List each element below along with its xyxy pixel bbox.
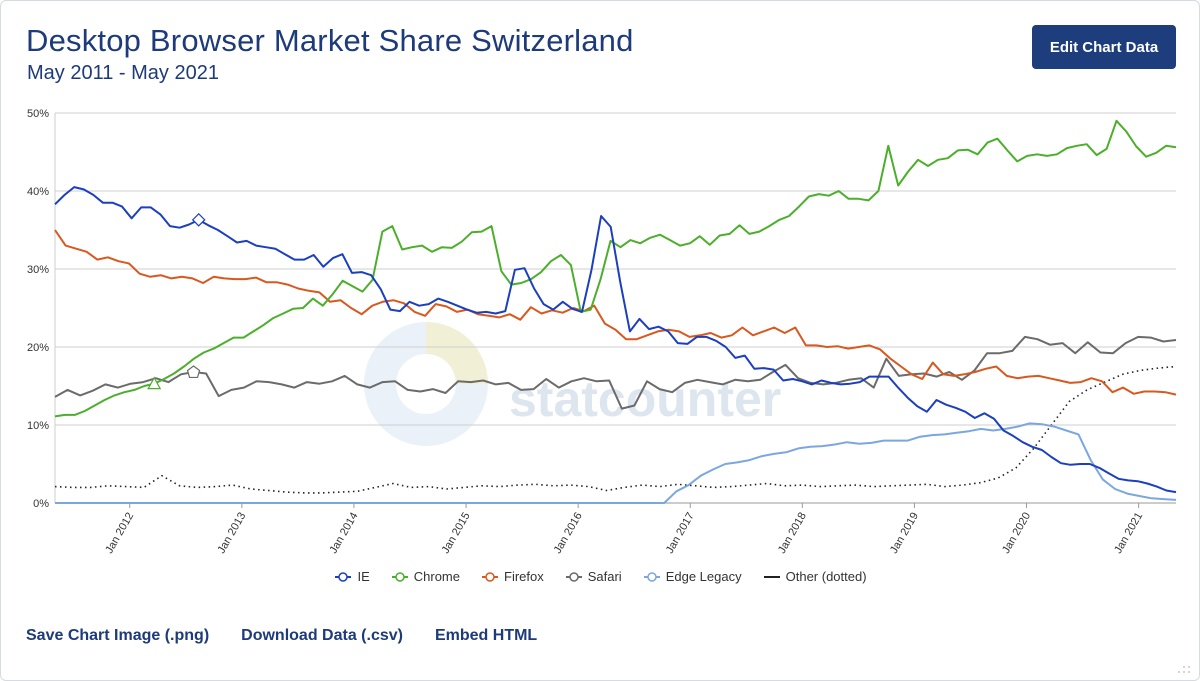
x-tick-label: Jan 2015 bbox=[440, 511, 473, 556]
line-chart: statcounter 0%10%20%30%40%50% Jan 2012 Ja… bbox=[27, 108, 1177, 556]
series-line-ie[interactable] bbox=[54, 186, 1177, 494]
y-tick-label: 40% bbox=[27, 186, 49, 198]
series-line-chrome[interactable] bbox=[54, 119, 1177, 418]
legend: IE Chrome Firefox Safari Edge Legacy Other (d… bbox=[1, 569, 1200, 584]
legend-item-firefox[interactable]: Firefox bbox=[482, 569, 544, 584]
resize-grip-icon bbox=[1178, 666, 1190, 673]
series-line-other-dotted[interactable] bbox=[54, 365, 1177, 494]
x-tick-label: Jan 2019 bbox=[888, 511, 921, 556]
grid bbox=[54, 112, 1176, 504]
legend-item-safari[interactable]: Safari bbox=[565, 569, 622, 584]
legend-item-edge-legacy[interactable]: Edge Legacy bbox=[643, 569, 742, 584]
legend-label: Edge Legacy bbox=[665, 569, 742, 584]
markers bbox=[147, 213, 206, 390]
series-marker-safari[interactable] bbox=[186, 365, 201, 379]
chart-subtitle: May 2011 - May 2021 bbox=[27, 62, 219, 84]
series-marker-chrome[interactable] bbox=[147, 376, 162, 390]
legend-item-other-dotted[interactable]: Other (dotted) bbox=[763, 569, 867, 584]
legend-marker-icon bbox=[763, 575, 780, 578]
y-tick-label: 10% bbox=[27, 420, 49, 432]
edit-chart-data-button[interactable]: Edit Chart Data bbox=[1032, 25, 1176, 69]
legend-label: Other (dotted) bbox=[785, 569, 867, 584]
legend-marker-icon bbox=[335, 571, 352, 582]
download-data-link[interactable]: Download Data (.csv) bbox=[241, 627, 403, 644]
legend-marker-icon bbox=[391, 571, 408, 582]
x-tick-label: Jan 2020 bbox=[1000, 511, 1033, 556]
embed-html-link[interactable]: Embed HTML bbox=[434, 627, 538, 644]
series-line-edge-legacy[interactable] bbox=[55, 422, 1177, 504]
x-tick-label: Jan 2017 bbox=[664, 511, 697, 556]
legend-item-ie[interactable]: IE bbox=[335, 569, 370, 584]
legend-label: Safari bbox=[587, 569, 622, 584]
y-tick-label: 0% bbox=[33, 498, 49, 510]
series-line-safari[interactable] bbox=[54, 335, 1177, 410]
x-tick-label: Jan 2014 bbox=[328, 511, 361, 556]
legend-marker-icon bbox=[643, 571, 660, 582]
x-tick-label: Jan 2013 bbox=[215, 511, 248, 556]
chart-title: Desktop Browser Market Share Switzerland bbox=[26, 23, 634, 58]
series-marker-ie[interactable] bbox=[191, 213, 206, 227]
watermark: statcounter bbox=[364, 322, 781, 446]
series-line-firefox[interactable] bbox=[54, 229, 1177, 396]
y-tick-label: 20% bbox=[27, 342, 49, 354]
footer-links: Save Chart Image (.png) Download Data (.… bbox=[26, 627, 537, 645]
legend-marker-icon bbox=[565, 571, 582, 582]
legend-label: IE bbox=[357, 569, 370, 584]
y-tick-label: 30% bbox=[27, 264, 49, 276]
watermark-text: statcounter bbox=[509, 371, 781, 427]
legend-item-chrome[interactable]: Chrome bbox=[391, 569, 460, 584]
x-tick-label: Jan 2018 bbox=[776, 511, 809, 556]
y-axis-labels: 0% 10% 20% 30% 40% 50% bbox=[27, 108, 49, 510]
legend-label: Chrome bbox=[413, 569, 460, 584]
x-tick-label: Jan 2021 bbox=[1112, 511, 1145, 556]
legend-marker-icon bbox=[482, 571, 498, 582]
series-group bbox=[54, 119, 1177, 504]
x-tick-label: Jan 2016 bbox=[552, 511, 585, 556]
legend-label: Firefox bbox=[504, 569, 544, 584]
y-tick-label: 50% bbox=[27, 108, 49, 120]
save-chart-image-link[interactable]: Save Chart Image (.png) bbox=[26, 627, 210, 644]
x-tick-label: Jan 2012 bbox=[103, 511, 136, 556]
x-axis-labels: Jan 2012 Jan 2013 Jan 2014 Jan 2015 Jan 2016… bbox=[103, 503, 1145, 556]
